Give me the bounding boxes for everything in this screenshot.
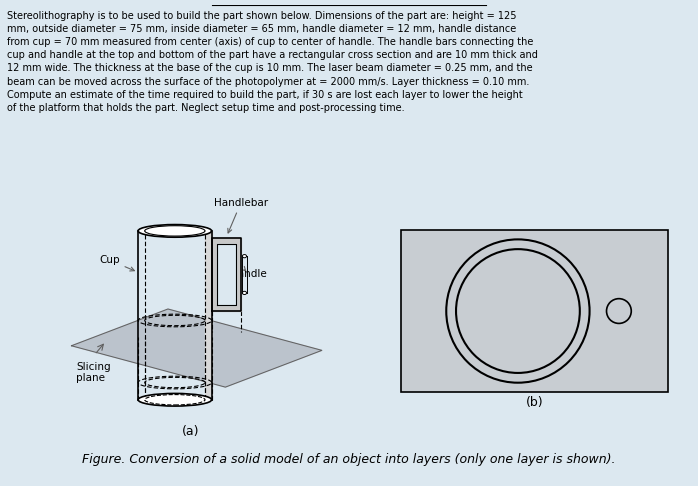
Ellipse shape	[242, 291, 246, 295]
Text: Figure. Conversion of a solid model of an object into layers (only one layer is : Figure. Conversion of a solid model of a…	[82, 453, 616, 466]
Polygon shape	[216, 244, 237, 305]
Ellipse shape	[242, 255, 246, 258]
Text: Stereolithography is to be used to build the part shown below. Dimensions of the: Stereolithography is to be used to build…	[7, 11, 538, 113]
Ellipse shape	[138, 394, 211, 406]
Polygon shape	[205, 231, 211, 399]
Polygon shape	[71, 309, 322, 387]
Text: Handle: Handle	[230, 266, 267, 279]
Text: Slicing
plane: Slicing plane	[76, 362, 111, 383]
Text: Cup: Cup	[99, 255, 135, 271]
Text: Handlebar: Handlebar	[214, 198, 268, 233]
Ellipse shape	[138, 225, 211, 237]
Text: (b): (b)	[526, 396, 543, 409]
Circle shape	[456, 249, 580, 373]
Text: (a): (a)	[182, 425, 200, 438]
Bar	[401, 229, 668, 393]
Polygon shape	[211, 238, 242, 312]
